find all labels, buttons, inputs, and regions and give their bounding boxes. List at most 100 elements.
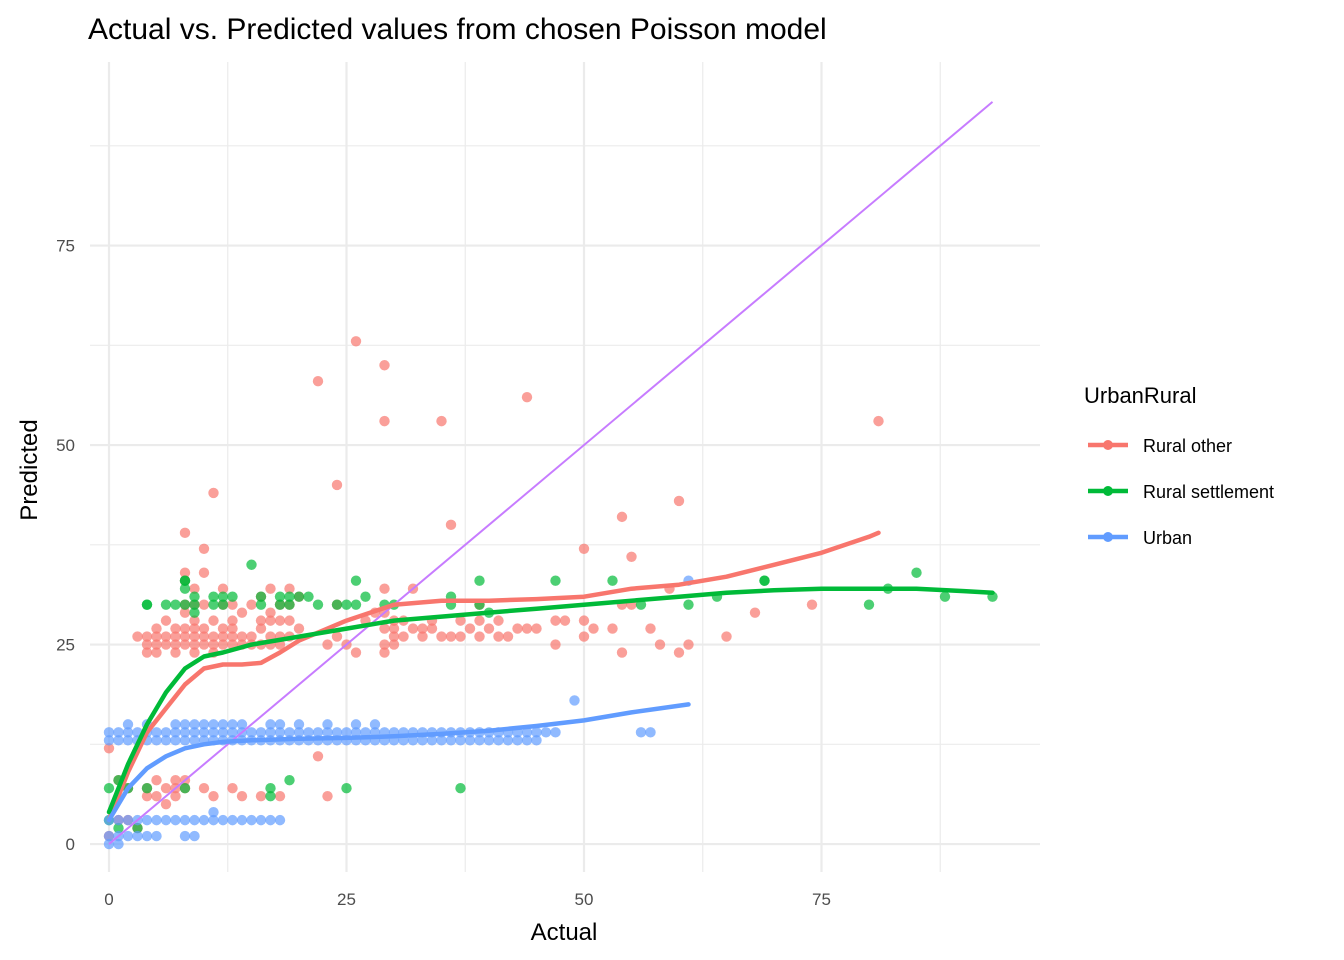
rural-other-point xyxy=(160,615,172,626)
urban-point xyxy=(113,735,124,746)
rural-other-point xyxy=(141,647,153,658)
rural-other-point xyxy=(417,623,428,634)
urban-point xyxy=(265,814,276,826)
urban-point xyxy=(189,830,200,842)
urban-point xyxy=(255,814,267,826)
urban-point xyxy=(103,727,115,738)
rural-other-point xyxy=(246,599,257,610)
urban-point xyxy=(198,727,210,738)
urban-point xyxy=(635,727,647,738)
rural-settlement-point xyxy=(255,599,267,610)
urban-point xyxy=(493,735,504,746)
urban-point xyxy=(350,719,362,730)
rural-other-point xyxy=(398,631,409,642)
urban-point xyxy=(122,719,134,730)
urban-point xyxy=(445,735,457,746)
rural-settlement-point xyxy=(208,591,219,602)
rural-other-point xyxy=(189,631,200,642)
rural-other-point xyxy=(170,775,181,786)
rural-other-point xyxy=(179,631,191,642)
urban-point xyxy=(208,814,219,826)
urban-point xyxy=(293,719,305,730)
rural-other-point xyxy=(388,631,400,642)
rural-other-point xyxy=(170,623,181,634)
rural-other-point xyxy=(198,543,210,554)
urban-point xyxy=(208,719,219,730)
urban-point xyxy=(236,814,248,826)
rural-other-point xyxy=(873,415,884,427)
urban-point xyxy=(179,735,191,746)
urban-point xyxy=(512,735,523,746)
rural-other-point xyxy=(673,495,685,507)
urban-point xyxy=(312,727,324,738)
rural-other-point xyxy=(322,639,333,650)
grid xyxy=(90,62,1040,872)
rural-other-point xyxy=(198,783,210,794)
rural-other-point xyxy=(388,639,400,650)
urban-point xyxy=(274,727,286,738)
rural-settlement-point xyxy=(360,591,371,602)
rural-other-point xyxy=(588,623,599,634)
urban-point xyxy=(274,719,286,730)
rural-settlement-point xyxy=(208,599,219,610)
rural-other-point xyxy=(379,583,390,594)
rural-other-point xyxy=(578,615,590,626)
urban-point xyxy=(645,727,656,738)
urban-point xyxy=(189,735,200,746)
rural-other-point xyxy=(160,798,172,810)
rural-other-point xyxy=(721,631,732,642)
urban-point xyxy=(189,814,200,826)
urban-point xyxy=(170,814,181,826)
rural-settlement-point xyxy=(759,575,770,586)
urban-point xyxy=(521,735,533,746)
rural-settlement-trend-line xyxy=(106,586,995,815)
urban-point xyxy=(113,838,124,850)
urban-point xyxy=(265,727,276,738)
urban-point xyxy=(417,735,428,746)
x-tick-label: 0 xyxy=(104,890,113,909)
rural-other-point xyxy=(474,631,485,642)
rural-other-point xyxy=(217,623,229,634)
rural-settlement-point xyxy=(227,591,238,602)
rural-settlement-point xyxy=(683,599,694,610)
rural-other-point xyxy=(170,631,181,642)
rural-settlement-point xyxy=(217,599,229,610)
urban-point xyxy=(455,735,466,746)
y-axis-ticks: 0 25 50 75 xyxy=(56,237,75,855)
urban-point xyxy=(540,727,552,738)
rural-other-point xyxy=(141,790,153,802)
rural-other-point xyxy=(151,775,162,786)
rural-other-point xyxy=(236,607,248,618)
urban-point xyxy=(151,830,162,842)
rural-other-point xyxy=(274,615,286,626)
rural-other-point xyxy=(512,623,523,634)
urban-point xyxy=(255,727,267,738)
rural-other-point xyxy=(436,415,447,427)
rural-other-point xyxy=(284,615,295,626)
x-axis-ticks: 0 25 50 75 xyxy=(104,890,831,909)
urban-point xyxy=(189,727,200,738)
rural-other-point xyxy=(350,647,362,658)
rural-other-point xyxy=(141,639,153,650)
urban-point xyxy=(170,735,181,746)
rural-settlement-point xyxy=(265,783,276,794)
reference-line xyxy=(108,101,994,845)
rural-other-point xyxy=(160,631,172,642)
legend-marker-urban xyxy=(1103,532,1113,542)
rural-other-point xyxy=(607,623,618,634)
rural-other-point xyxy=(189,639,200,650)
y-tick-label: 0 xyxy=(66,835,75,854)
urban-point xyxy=(265,719,276,730)
legend-label-urban: Urban xyxy=(1143,528,1192,548)
legend-label-rural-settlement: Rural settlement xyxy=(1143,482,1274,502)
urban-point xyxy=(170,719,181,730)
urban-point xyxy=(160,727,172,738)
urban-point xyxy=(246,814,257,826)
rural-other-point xyxy=(483,623,495,634)
urban-point xyxy=(483,735,495,746)
rural-other-point xyxy=(312,376,324,387)
rural-settlement-point xyxy=(189,591,200,602)
rural-other-point xyxy=(132,631,143,642)
rural-settlement-point xyxy=(141,599,153,610)
rural-other-point xyxy=(255,790,267,802)
